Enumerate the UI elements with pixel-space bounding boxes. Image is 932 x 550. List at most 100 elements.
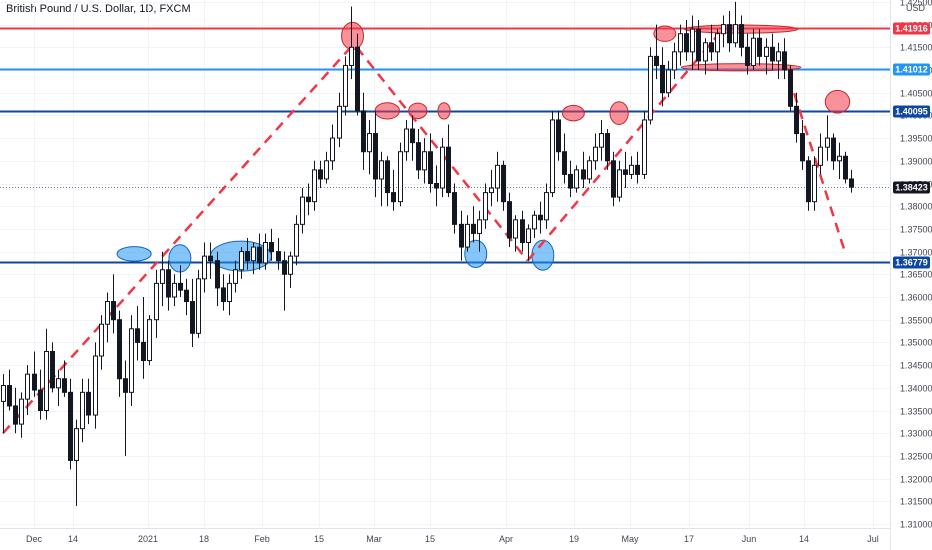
candle[interactable] (154, 269, 159, 338)
candle[interactable] (324, 151, 329, 184)
candle[interactable] (666, 60, 671, 98)
candle[interactable] (300, 188, 305, 234)
candle[interactable] (269, 228, 274, 261)
resistance-highlight[interactable] (561, 104, 585, 122)
candle[interactable] (617, 160, 622, 202)
candle[interactable] (678, 24, 683, 66)
candle[interactable] (190, 278, 195, 347)
candle[interactable] (562, 133, 567, 184)
candle[interactable] (550, 110, 555, 198)
candle[interactable] (337, 92, 342, 148)
candle[interactable] (538, 201, 543, 234)
candle[interactable] (599, 119, 604, 161)
candle[interactable] (202, 242, 207, 293)
resistance-highlight[interactable] (408, 102, 428, 120)
candle[interactable] (355, 33, 360, 116)
candle[interactable] (471, 206, 476, 243)
candle[interactable] (178, 265, 183, 297)
candle[interactable] (794, 92, 799, 143)
candle[interactable] (208, 242, 213, 279)
candle[interactable] (440, 138, 445, 198)
candle[interactable] (629, 156, 634, 179)
candle[interactable] (654, 24, 659, 80)
resistance-highlight[interactable] (341, 21, 365, 51)
candle[interactable] (593, 133, 598, 170)
candle[interactable] (751, 29, 756, 70)
candle[interactable] (93, 342, 98, 429)
candle[interactable] (764, 38, 769, 75)
candle[interactable] (160, 251, 165, 307)
resistance-highlight[interactable] (437, 102, 451, 120)
candle[interactable] (465, 215, 470, 252)
candle[interactable] (196, 269, 201, 338)
support-highlight[interactable] (168, 244, 192, 273)
candle[interactable] (38, 369, 43, 420)
candle[interactable] (837, 142, 842, 179)
candle[interactable] (74, 419, 79, 506)
candle[interactable] (32, 351, 37, 397)
resistance-highlight[interactable] (609, 101, 629, 125)
candle[interactable] (282, 251, 287, 311)
candle[interactable] (123, 360, 128, 456)
candle[interactable] (782, 38, 787, 80)
candle[interactable] (459, 210, 464, 261)
candle[interactable] (434, 165, 439, 207)
candle[interactable] (398, 142, 403, 207)
candle[interactable] (306, 183, 311, 216)
candle[interactable] (843, 151, 848, 184)
candle[interactable] (733, 1, 738, 48)
candle[interactable] (141, 297, 146, 379)
candle[interactable] (501, 160, 506, 211)
candle[interactable] (129, 315, 134, 406)
candle[interactable] (428, 133, 433, 193)
candle[interactable] (532, 210, 537, 238)
candle[interactable] (111, 274, 116, 334)
candle[interactable] (556, 110, 561, 161)
candle[interactable] (1, 374, 6, 434)
candle[interactable] (818, 133, 823, 175)
candle[interactable] (812, 156, 817, 211)
candle[interactable] (526, 224, 531, 261)
candle[interactable] (422, 138, 427, 184)
candle[interactable] (745, 33, 750, 75)
candle[interactable] (757, 29, 762, 66)
candle[interactable] (361, 92, 366, 170)
candle[interactable] (513, 215, 518, 252)
support-highlight[interactable] (531, 239, 555, 271)
candle[interactable] (690, 15, 695, 70)
candle[interactable] (294, 215, 299, 266)
candle[interactable] (221, 274, 226, 311)
candle[interactable] (507, 192, 512, 248)
resistance-highlight[interactable] (653, 25, 677, 42)
candle[interactable] (770, 33, 775, 70)
candle[interactable] (495, 151, 500, 202)
candle[interactable] (7, 369, 12, 411)
candle[interactable] (568, 160, 573, 198)
candle[interactable] (147, 315, 152, 366)
candle[interactable] (391, 169, 396, 211)
candle[interactable] (623, 151, 628, 189)
price-axis[interactable]: USD 1.31000 1.31500 1.32000 1.32500 1.33000 1… (890, 0, 932, 550)
candle[interactable] (56, 369, 61, 406)
candle[interactable] (367, 119, 372, 175)
candle[interactable] (806, 156, 811, 211)
resistance-highlight[interactable] (680, 63, 802, 72)
time-axis[interactable]: Dec 14 2021 18 Feb 15 Mar 15 Apr 19 May 17 Jun 14 Jul (0, 528, 890, 545)
candle[interactable] (520, 210, 525, 252)
trend-line[interactable] (2, 46, 352, 435)
candle[interactable] (483, 183, 488, 229)
candle[interactable] (684, 20, 689, 61)
candle[interactable] (831, 133, 836, 170)
candle[interactable] (50, 342, 55, 393)
candle[interactable] (709, 24, 714, 61)
candle[interactable] (62, 360, 67, 397)
candle[interactable] (44, 328, 49, 420)
candle[interactable] (660, 47, 665, 107)
candle[interactable] (80, 378, 85, 443)
resistance-highlight[interactable] (374, 102, 400, 120)
candle[interactable] (19, 392, 24, 438)
candle[interactable] (715, 29, 720, 70)
candle[interactable] (276, 237, 281, 270)
candle[interactable] (703, 38, 708, 75)
